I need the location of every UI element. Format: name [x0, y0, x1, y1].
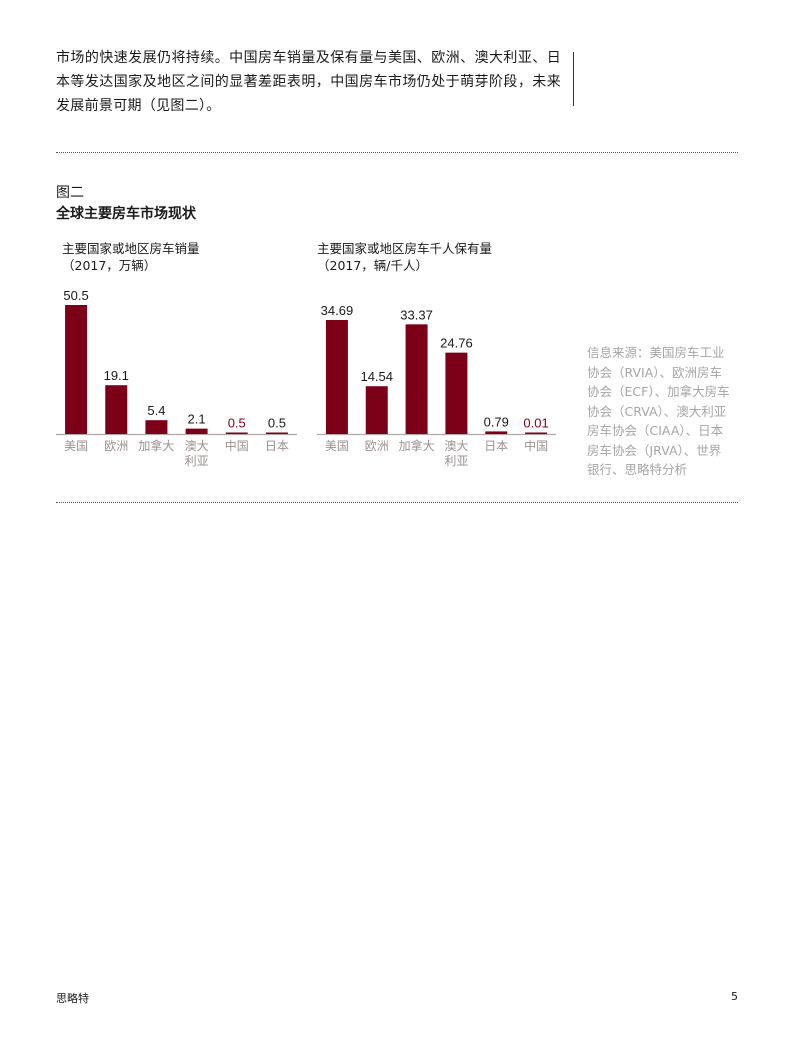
source-note: 信息来源：美国房车工业 协会（RVIA）、欧洲房车 协会（ECF）、加拿大房车 … [587, 343, 747, 480]
category-label: 欧洲 [104, 439, 128, 453]
source-line: 协会（CRVA）、澳大利亚 [587, 403, 727, 419]
footer-brand: 思略特 [56, 992, 89, 1005]
chart1-title-block: 主要国家或地区房车销量 （2017，万辆） [62, 240, 200, 274]
data-label: 0.5 [268, 416, 286, 431]
bar [65, 305, 88, 434]
bar [225, 432, 248, 434]
bar [105, 385, 128, 434]
chart2-title-block: 主要国家或地区房车千人保有量 （2017，辆/千人） [317, 240, 492, 274]
data-label: 2.1 [188, 412, 206, 427]
data-label: 0.5 [228, 416, 246, 431]
category-label: 加拿大 [138, 438, 174, 453]
data-label: 19.1 [104, 368, 129, 383]
category-label: 中国 [225, 438, 249, 453]
category-label: 澳大 [185, 439, 209, 453]
chart2-subtitle: （2017，辆/千人） [317, 258, 429, 273]
figure-label: 图二 [56, 185, 84, 201]
source-line: 信息来源：美国房车工业 [587, 345, 725, 360]
bar [145, 420, 168, 434]
category-label: 美国 [64, 439, 88, 453]
chart2-title: 主要国家或地区房车千人保有量 [317, 241, 493, 256]
dotted-divider [56, 152, 738, 153]
dotted-divider [56, 502, 738, 503]
chart1-subtitle: （2017，万辆） [62, 258, 157, 273]
sales-bar-chart: 50.5 美国 19.1 欧洲 5.4 加拿大 2.1 澳大利亚 0.5 中国 0.5 日本 [56, 288, 297, 468]
category-label: 日本 [265, 439, 289, 453]
source-line: 协会（RVIA）、欧洲房车 [587, 364, 723, 380]
source-line: 银行、思略特分析 [587, 462, 688, 477]
page-number: 5 [731, 990, 738, 1003]
source-line: 房车协会（CIAA）、日本 [587, 423, 724, 438]
data-label: 5.4 [147, 403, 165, 418]
source-line: 协会（ECF）、加拿大房车 [587, 384, 730, 399]
category-label: 利亚 [185, 454, 209, 468]
bar [185, 428, 208, 434]
chart1-title: 主要国家或地区房车销量 [62, 241, 200, 256]
body-paragraph: 市场的快速发展仍将持续。中国房车销量及保有量与美国、欧洲、澳大利亚、日本等发达国… [56, 50, 561, 114]
margin-rule [573, 52, 574, 106]
data-label: 50.5 [63, 288, 88, 303]
figure-title: 全球主要房车市场现状 [56, 206, 196, 222]
source-line: 房车协会（JRVA）、世界 [587, 442, 722, 458]
bar [265, 432, 288, 434]
